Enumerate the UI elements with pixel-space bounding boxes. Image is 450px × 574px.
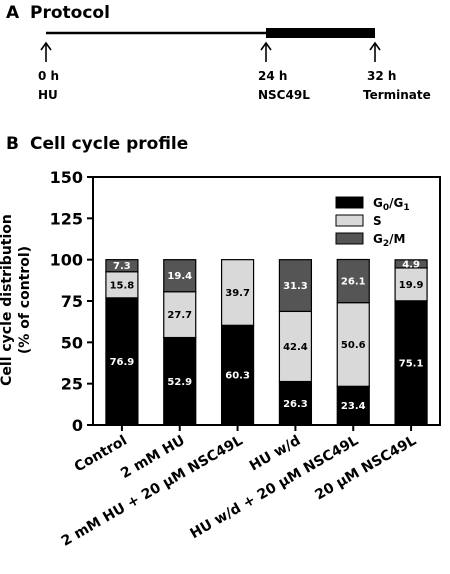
legend-label: G2/M xyxy=(373,232,405,249)
data-label: 15.8 xyxy=(110,280,135,291)
timeline-treatment-bar xyxy=(266,28,375,38)
bar-segment xyxy=(163,259,197,293)
timeline-time-24h: 24 h xyxy=(258,69,287,83)
bar-segment xyxy=(394,267,428,302)
data-label: 50.6 xyxy=(341,340,366,351)
data-label: 75.1 xyxy=(399,358,424,369)
stacked-bar-chart: 025507510012515076.915.87.3Control52.927… xyxy=(50,168,441,550)
bar-segment xyxy=(394,259,428,269)
data-label: 4.9 xyxy=(402,259,420,270)
bar-segment xyxy=(336,258,370,304)
legend-label: S xyxy=(373,214,382,228)
data-label: 26.3 xyxy=(283,399,308,410)
timeline-arrow-0h xyxy=(40,41,52,62)
legend-swatch xyxy=(335,196,364,209)
protocol-title: Protocol xyxy=(30,3,110,23)
timeline-arrow-32h xyxy=(369,41,381,62)
data-label: 42.4 xyxy=(283,342,308,353)
y-tick-label: 100 xyxy=(50,251,83,270)
y-tick-label: 150 xyxy=(50,168,83,187)
data-label: 76.9 xyxy=(110,357,135,368)
data-label: 19.4 xyxy=(167,271,192,282)
legend-swatch xyxy=(335,214,364,227)
legend-swatch xyxy=(335,232,364,245)
data-label: 7.3 xyxy=(113,261,131,272)
y-axis-title-line-1: Cell cycle distribution xyxy=(0,214,15,386)
data-label: 19.9 xyxy=(399,280,424,291)
panel-b-letter: B xyxy=(6,134,19,154)
y-tick-label: 25 xyxy=(61,375,83,394)
data-label: 39.7 xyxy=(225,288,250,299)
x-tick-label: 20 μM NSC49L xyxy=(312,433,419,504)
y-tick-label: 125 xyxy=(50,209,83,228)
legend-label: G0/G1 xyxy=(373,196,410,213)
bar-segment xyxy=(278,310,313,383)
y-tick-label: 75 xyxy=(61,292,83,311)
bar-segment xyxy=(278,259,313,313)
bar-segment xyxy=(336,302,370,387)
bar-segment xyxy=(105,271,139,299)
y-tick-label: 50 xyxy=(61,333,83,352)
timeline-time-32h: 32 h xyxy=(367,69,396,83)
plot-frame xyxy=(92,176,441,426)
bar-segment xyxy=(394,300,428,426)
bar-segment xyxy=(220,324,255,426)
data-label: 60.3 xyxy=(225,371,250,382)
timeline-label-hu: HU xyxy=(38,88,58,102)
bar-segment xyxy=(220,259,255,326)
timeline-arrow-24h xyxy=(260,41,272,62)
profile-title: Cell cycle profile xyxy=(30,134,188,154)
timeline-time-0h: 0 h xyxy=(38,69,59,83)
y-tick-label: 0 xyxy=(72,416,83,435)
y-axis-title-line-2: (% of control) xyxy=(17,246,33,354)
y-axis-title: Cell cycle distribution (% of control) xyxy=(0,214,33,386)
data-label: 52.9 xyxy=(167,377,192,388)
bar-segment xyxy=(105,259,139,273)
data-label: 23.4 xyxy=(341,401,366,412)
panel-a-letter: A xyxy=(6,3,20,23)
timeline-label-nsc49l: NSC49L xyxy=(258,88,310,102)
data-label: 31.3 xyxy=(283,281,308,292)
timeline-label-terminate: Terminate xyxy=(363,88,431,102)
data-label: 27.7 xyxy=(167,310,192,321)
bar-segment xyxy=(105,297,139,426)
data-label: 26.1 xyxy=(341,277,366,288)
